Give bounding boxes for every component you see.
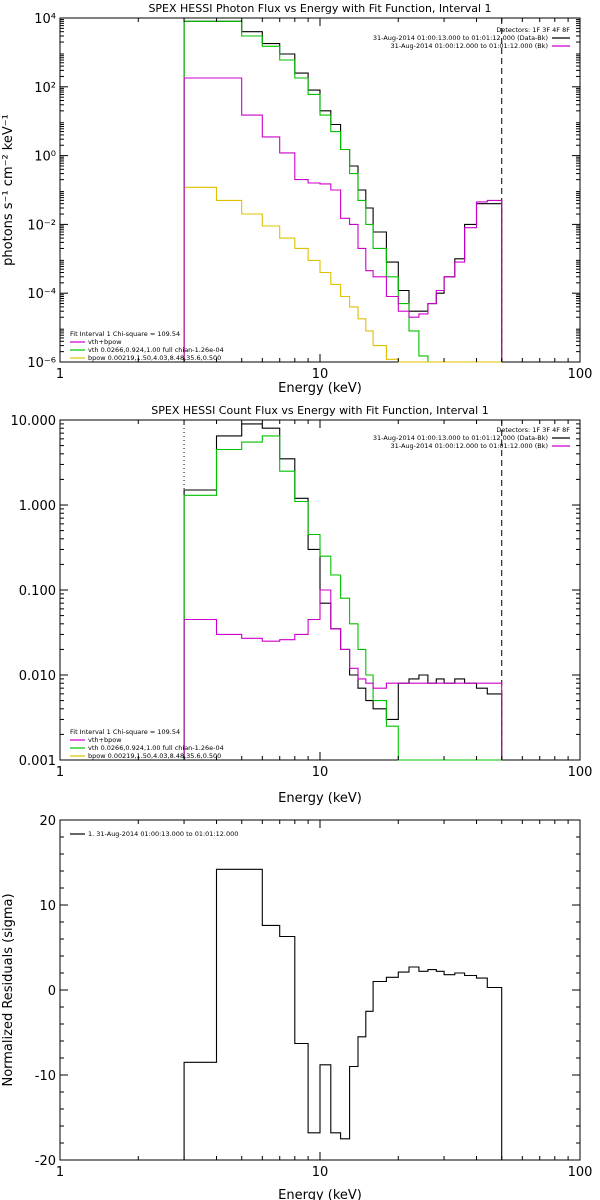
photon-flux-legend-top-right: Detectors: 1F 3F 4F 8F 31-Aug-2014 01:00… — [373, 26, 570, 50]
x-tick-label: 1 — [56, 765, 64, 780]
residuals-legend: 1. 31-Aug-2014 01:00:13.000 to 01:01:12.… — [70, 830, 238, 838]
photon-flux-legend-bottom-left: Fit Interval 1 Chi-square = 109.54 vth+b… — [70, 330, 224, 362]
series-line-2 — [183, 186, 502, 363]
photon-flux-legend-entry-bk: 31-Aug-2014 01:00:12.000 to 01:01:12.000… — [391, 42, 548, 50]
count-flux-fit-entry-bpow: bpow 0.00219,1.50,4.03,8.48,35.6,0.500 — [88, 752, 221, 760]
series-line-1 — [183, 20, 502, 363]
residuals-xlabel: Energy (keV) — [278, 1188, 362, 1200]
photon-flux-ylabel: photons s⁻¹ cm⁻² keV⁻¹ — [1, 114, 16, 266]
count-flux-fit-entry-total: vth+bpow — [88, 736, 122, 744]
y-tick-label: 1.000 — [19, 499, 56, 514]
y-tick-label: 10⁴ — [34, 12, 56, 27]
y-tick-label: 20 — [39, 814, 56, 829]
x-tick-label: 10 — [312, 1165, 329, 1180]
x-tick-label: 1 — [56, 1165, 64, 1180]
photon-flux-fit-entry-vth: vth 0.0266,0.924,1.00 full chian-1.26e-0… — [88, 346, 224, 354]
y-tick-label: -20 — [35, 1154, 56, 1169]
y-tick-label: 10⁰ — [34, 150, 56, 165]
count-flux-fit-header: Fit Interval 1 Chi-square = 109.54 — [70, 728, 180, 736]
photon-flux-legend-header: Detectors: 1F 3F 4F 8F — [496, 26, 570, 34]
y-tick-label: 10⁻⁴ — [27, 287, 56, 302]
series-line-1 — [183, 435, 502, 761]
y-tick-label: 0.001 — [19, 754, 56, 769]
count-flux-legend-bottom-left: Fit Interval 1 Chi-square = 109.54 vth+b… — [70, 728, 224, 760]
x-tick-label: 10 — [312, 765, 329, 780]
y-tick-label: -10 — [35, 1069, 56, 1084]
x-tick-label: 100 — [568, 765, 593, 780]
photon-flux-panel: SPEX HESSI Photon Flux vs Energy with Fi… — [1, 2, 592, 396]
photon-flux-fit-entry-total: vth+bpow — [88, 338, 122, 346]
count-flux-panel: SPEX HESSI Count Flux vs Energy with Fit… — [11, 404, 593, 806]
y-tick-label: 10 — [39, 899, 56, 914]
x-tick-label: 10 — [312, 367, 329, 382]
y-tick-label: 10⁻² — [27, 218, 56, 233]
y-tick-label: 10⁻⁶ — [27, 356, 56, 371]
y-tick-label: 0 — [48, 984, 56, 999]
series-line-0 — [183, 20, 503, 362]
series-line-3 — [183, 77, 503, 362]
photon-flux-xlabel: Energy (keV) — [278, 381, 362, 396]
y-tick-label: 0.100 — [19, 584, 56, 599]
y-tick-label: 10.000 — [11, 414, 57, 429]
residuals-legend-entry: 1. 31-Aug-2014 01:00:13.000 to 01:01:12.… — [88, 830, 238, 838]
count-flux-legend-entry-bk: 31-Aug-2014 01:00:12.000 to 01:01:12.000… — [391, 442, 548, 450]
count-flux-title: SPEX HESSI Count Flux vs Energy with Fit… — [151, 404, 488, 417]
series-line-2 — [183, 589, 503, 760]
count-flux-xlabel: Energy (keV) — [278, 791, 362, 806]
x-tick-label: 100 — [568, 367, 593, 382]
residuals-panel: 1 10 100 -20 -10 0 10 20 Energy (keV) Normaliz… — [1, 814, 592, 1200]
series-line-0 — [183, 423, 503, 760]
series-line-0 — [183, 868, 503, 1160]
photon-flux-title: SPEX HESSI Photon Flux vs Energy with Fi… — [148, 2, 491, 15]
count-flux-fit-entry-vth: vth 0.0266,0.924,1.00 full chian-1.26e-0… — [88, 744, 224, 752]
y-tick-label: 10² — [34, 81, 56, 96]
photon-flux-legend-entry-data: 31-Aug-2014 01:00:13.000 to 01:01:12.000… — [373, 34, 548, 42]
y-tick-label: 0.010 — [19, 669, 56, 684]
residuals-ylabel: Normalized Residuals (sigma) — [1, 893, 16, 1086]
count-flux-legend-top-right: Detectors: 1F 3F 4F 8F 31-Aug-2014 01:00… — [373, 426, 570, 450]
photon-flux-fit-header: Fit Interval 1 Chi-square = 109.54 — [70, 330, 180, 338]
x-tick-label: 1 — [56, 367, 64, 382]
count-flux-legend-entry-data: 31-Aug-2014 01:00:13.000 to 01:01:12.000… — [373, 434, 548, 442]
count-flux-legend-header: Detectors: 1F 3F 4F 8F — [496, 426, 570, 434]
x-tick-label: 100 — [568, 1165, 593, 1180]
photon-flux-fit-entry-bpow: bpow 0.00219,1.50,4.03,8.48,35.6,0.500 — [88, 354, 221, 362]
